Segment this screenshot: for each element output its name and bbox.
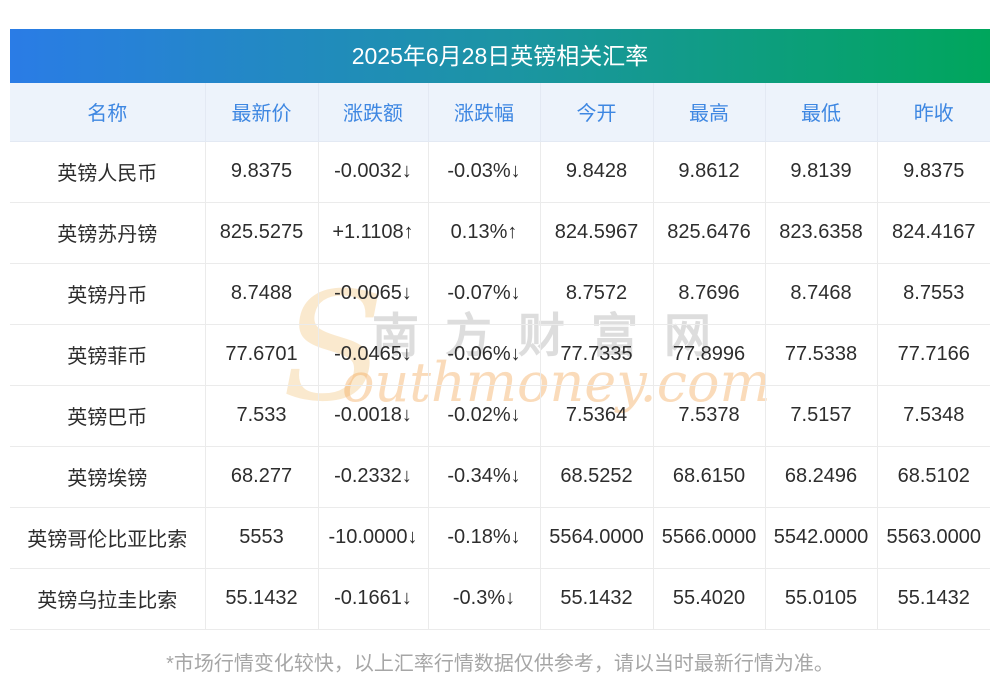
cell-low: 9.8139: [764, 140, 878, 203]
column-header-3: 涨跌幅: [427, 83, 541, 142]
cell-low: 55.0105: [764, 567, 878, 630]
cell-change: -0.1661↓: [317, 567, 429, 630]
column-header-4: 今开: [539, 83, 654, 142]
cell-last: 68.277: [204, 445, 319, 508]
cell-pct: -0.06%↓: [427, 323, 541, 386]
column-header-5: 最高: [652, 83, 766, 142]
cell-prev: 8.7553: [876, 262, 990, 325]
cell-open: 77.7335: [539, 323, 654, 386]
cell-open: 7.5364: [539, 384, 654, 447]
column-header-7: 昨收: [876, 83, 990, 142]
page-title: 2025年6月28日英镑相关汇率: [351, 43, 649, 69]
cell-change: -0.0065↓: [317, 262, 429, 325]
cell-change: -0.2332↓: [317, 445, 429, 508]
cell-last: 55.1432: [204, 567, 319, 630]
cell-change: +1.1108↑: [317, 201, 429, 264]
cell-prev: 68.5102: [876, 445, 990, 508]
cell-change: -0.0465↓: [317, 323, 429, 386]
exchange-rates-table: 名称 最新价 涨跌额 涨跌幅 今开 最高 最低 昨收 英镑人民币 9.8375 -0.0032↓ -…: [10, 83, 990, 630]
table-row: 英镑丹币 8.7488 -0.0065↓ -0.07%↓ 8.7572 8.7696 8.7…: [10, 262, 990, 325]
cell-high: 55.4020: [652, 567, 766, 630]
cell-open: 9.8428: [539, 140, 654, 203]
cell-change: -10.0000↓: [317, 506, 429, 569]
cell-pct: -0.07%↓: [427, 262, 541, 325]
cell-prev: 55.1432: [876, 567, 990, 630]
cell-high: 5566.0000: [652, 506, 766, 569]
cell-pct: -0.3%↓: [427, 567, 541, 630]
cell-name: 英镑巴币: [10, 384, 206, 447]
cell-prev: 77.7166: [876, 323, 990, 386]
cell-pct: -0.02%↓: [427, 384, 541, 447]
cell-low: 8.7468: [764, 262, 878, 325]
table-row: 英镑乌拉圭比索 55.1432 -0.1661↓ -0.3%↓ 55.1432 55.40…: [10, 567, 990, 630]
cell-pct: 0.13%↑: [427, 201, 541, 264]
cell-name: 英镑埃镑: [10, 445, 206, 508]
cell-open: 5564.0000: [539, 506, 654, 569]
cell-high: 9.8612: [652, 140, 766, 203]
cell-name: 英镑丹币: [10, 262, 206, 325]
cell-open: 824.5967: [539, 201, 654, 264]
cell-low: 7.5157: [764, 384, 878, 447]
table-row: 英镑苏丹镑 825.5275 +1.1108↑ 0.13%↑ 824.5967 825.6…: [10, 201, 990, 264]
cell-last: 5553: [204, 506, 319, 569]
disclaimer-text: *市场行情变化较快，以上汇率行情数据仅供参考，请以当时最新行情为准。: [166, 652, 834, 675]
table-row: 英镑人民币 9.8375 -0.0032↓ -0.03%↓ 9.8428 9.8612 9.…: [10, 140, 990, 203]
cell-high: 7.5378: [652, 384, 766, 447]
cell-prev: 9.8375: [876, 140, 990, 203]
cell-name: 英镑苏丹镑: [10, 201, 206, 264]
cell-change: -0.0032↓: [317, 140, 429, 203]
exchange-rate-card: 2025年6月28日英镑相关汇率 S 南方财富网 outhmoney.com 名…: [10, 29, 990, 676]
cell-name: 英镑乌拉圭比索: [10, 567, 206, 630]
table-row: 英镑菲币 77.6701 -0.0465↓ -0.06%↓ 77.7335 77.8996…: [10, 323, 990, 386]
table-title-bar: 2025年6月28日英镑相关汇率: [10, 29, 990, 83]
cell-prev: 7.5348: [876, 384, 990, 447]
cell-name: 英镑菲币: [10, 323, 206, 386]
column-header-0: 名称: [10, 83, 206, 142]
cell-low: 77.5338: [764, 323, 878, 386]
cell-change: -0.0018↓: [317, 384, 429, 447]
cell-name: 英镑哥伦比亚比索: [10, 506, 206, 569]
cell-last: 8.7488: [204, 262, 319, 325]
table-row: 英镑哥伦比亚比索 5553 -10.0000↓ -0.18%↓ 5564.0000 556…: [10, 506, 990, 569]
cell-high: 825.6476: [652, 201, 766, 264]
column-header-1: 最新价: [204, 83, 319, 142]
cell-open: 68.5252: [539, 445, 654, 508]
cell-open: 8.7572: [539, 262, 654, 325]
cell-prev: 824.4167: [876, 201, 990, 264]
cell-prev: 5563.0000: [876, 506, 990, 569]
table-row: 英镑埃镑 68.277 -0.2332↓ -0.34%↓ 68.5252 68.6150 6…: [10, 445, 990, 508]
cell-last: 9.8375: [204, 140, 319, 203]
column-header-6: 最低: [764, 83, 878, 142]
cell-high: 68.6150: [652, 445, 766, 508]
cell-high: 8.7696: [652, 262, 766, 325]
cell-open: 55.1432: [539, 567, 654, 630]
cell-low: 68.2496: [764, 445, 878, 508]
table-header-row: 名称 最新价 涨跌额 涨跌幅 今开 最高 最低 昨收: [10, 83, 990, 142]
cell-low: 823.6358: [764, 201, 878, 264]
cell-last: 7.533: [204, 384, 319, 447]
cell-pct: -0.34%↓: [427, 445, 541, 508]
table-body: 英镑人民币 9.8375 -0.0032↓ -0.03%↓ 9.8428 9.8612 9.…: [10, 140, 990, 630]
table-row: 英镑巴币 7.533 -0.0018↓ -0.02%↓ 7.5364 7.5378 7.51…: [10, 384, 990, 447]
cell-low: 5542.0000: [764, 506, 878, 569]
cell-last: 77.6701: [204, 323, 319, 386]
cell-name: 英镑人民币: [10, 140, 206, 203]
cell-high: 77.8996: [652, 323, 766, 386]
cell-pct: -0.03%↓: [427, 140, 541, 203]
cell-last: 825.5275: [204, 201, 319, 264]
cell-pct: -0.18%↓: [427, 506, 541, 569]
column-header-2: 涨跌额: [317, 83, 429, 142]
